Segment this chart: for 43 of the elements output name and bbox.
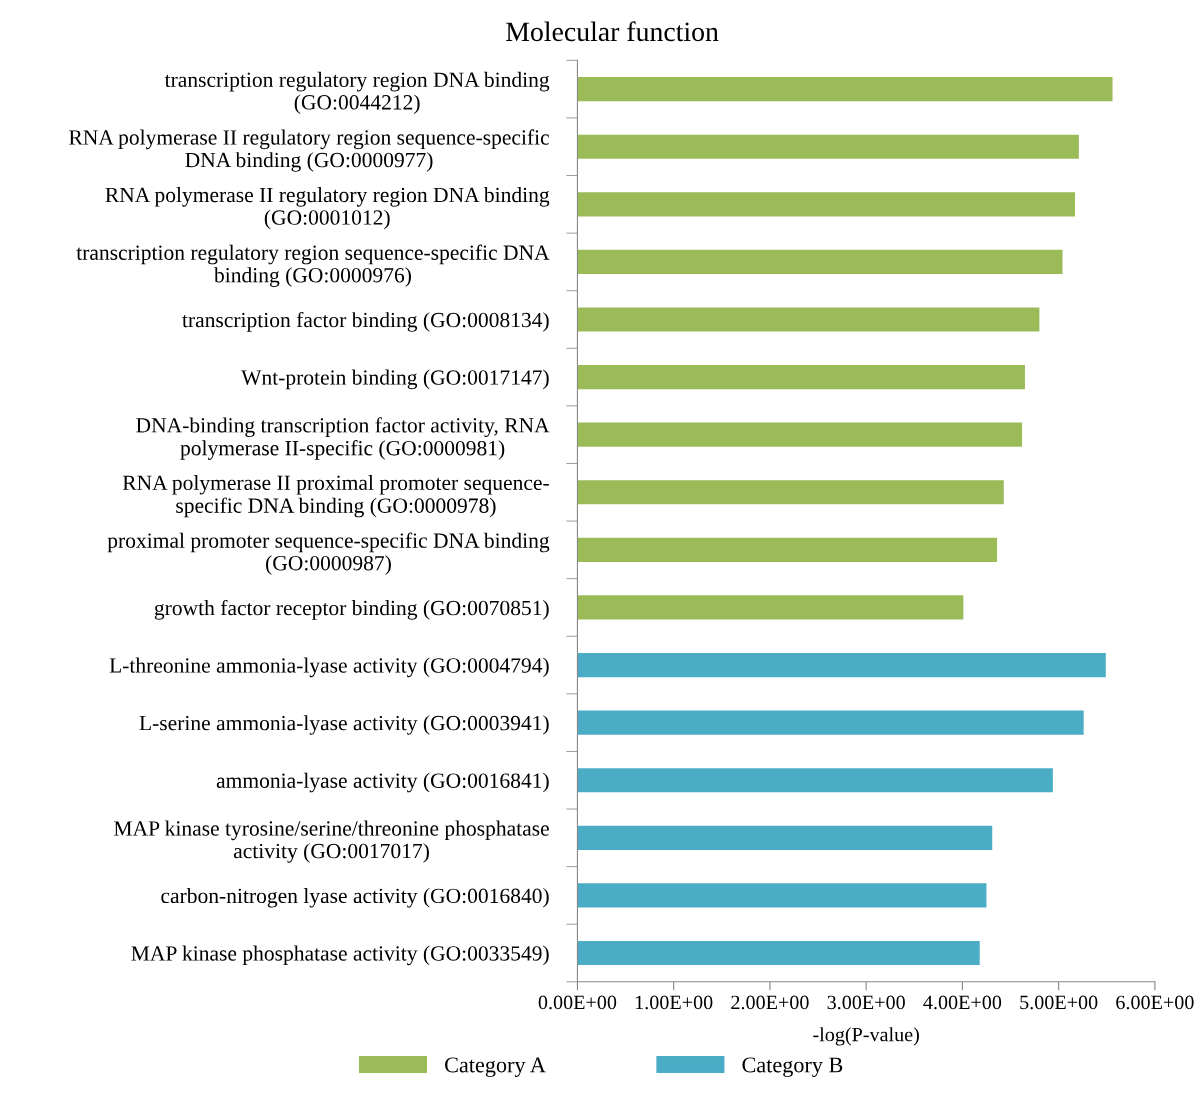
bar <box>577 940 980 966</box>
y-tick-label: RNA polymerase II regulatory region DNA binding (GO:0001012) <box>105 187 550 230</box>
y-tick-label: transcription regulatory region DNA binding (GO:0044212) <box>164 71 550 114</box>
bar <box>577 537 998 562</box>
x-tick-label: 1.00E+00 <box>635 995 713 1010</box>
y-tick-label: MAP kinase tyrosine/serine/threonine phosphatase activity (GO:0017017) <box>114 820 549 863</box>
bar <box>577 77 1113 102</box>
x-axis-title: -log(P-value) <box>813 1027 919 1046</box>
bar <box>577 595 964 620</box>
bar <box>577 480 1004 505</box>
y-tick-label: transcription factor binding (GO:0008134) <box>182 311 549 332</box>
y-tick-label: growth factor receptor binding (GO:0070851) <box>154 599 549 620</box>
bar <box>577 249 1063 274</box>
bar <box>577 825 993 850</box>
bar <box>577 883 987 908</box>
bar <box>577 192 1075 217</box>
y-tick-label: RNA polymerase II regulatory region sequence-specific DNA binding (GO:0000977) <box>69 129 549 172</box>
y-tick-label: RNA polymerase II proximal promoter sequence- specific DNA binding (GO:0000978) <box>122 474 549 518</box>
x-tick-label: 2.00E+00 <box>731 995 809 1010</box>
y-tick-label: DNA-binding transcription factor activity, RNA polymerase II-specific (GO:0000981) <box>136 417 550 460</box>
x-tick-label: 5.00E+00 <box>1020 995 1098 1010</box>
bar <box>577 134 1079 159</box>
legend-label: Category B <box>742 1057 843 1077</box>
bar <box>577 307 1040 332</box>
chart-title: Molecular function <box>506 21 719 42</box>
y-tick-label: transcription regulatory region sequence-specific DNA binding (GO:0000976) <box>76 244 550 287</box>
y-tick-label: MAP kinase phosphatase activity (GO:0033549) <box>131 945 549 966</box>
bar <box>577 422 1023 447</box>
x-tick-label: 0.00E+00 <box>538 995 617 1010</box>
y-tick-label: ammonia-lyase activity (GO:0016841) <box>216 772 549 793</box>
y-tick-label: L-serine ammonia-lyase activity (GO:0003941) <box>139 715 549 735</box>
y-tick-label: proximal promoter sequence-specific DNA binding (GO:0000987) <box>107 532 550 575</box>
bar <box>577 652 1106 678</box>
bar <box>577 710 1084 735</box>
x-tick-label: 4.00E+00 <box>923 995 1002 1010</box>
y-tick-label: carbon-nitrogen lyase activity (GO:0016840) <box>161 887 549 908</box>
x-tick-label: 3.00E+00 <box>827 995 905 1010</box>
y-tick-label: L-threonine ammonia-lyase activity (GO:0004794) <box>109 657 549 678</box>
x-tick-label: 6.00E+00 <box>1116 995 1194 1010</box>
bar <box>577 365 1025 390</box>
legend-label: Category A <box>445 1057 546 1077</box>
y-tick-label: Wnt-protein binding (GO:0017147) <box>241 369 549 390</box>
bar <box>577 768 1053 793</box>
